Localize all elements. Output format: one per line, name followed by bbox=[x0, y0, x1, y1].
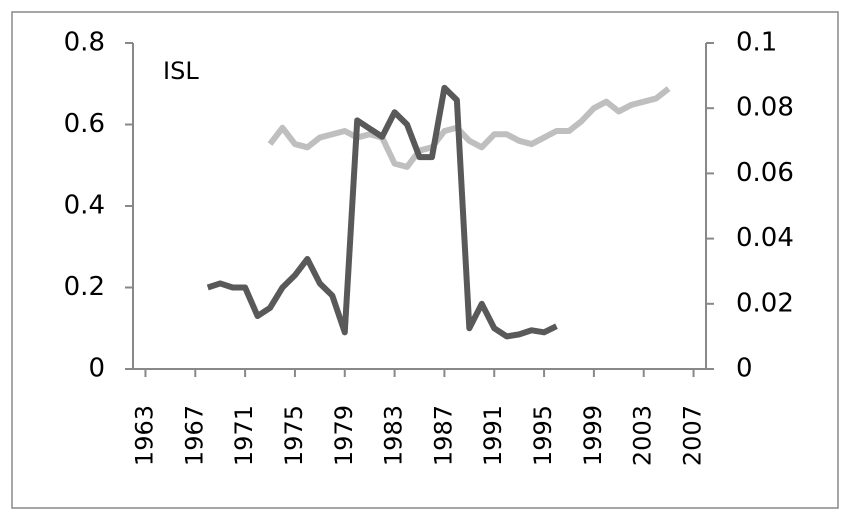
series-line bbox=[267, 86, 671, 170]
chart-border bbox=[11, 11, 839, 509]
x-tick-label: 1971 bbox=[230, 405, 258, 466]
y2-tick-label: 0 bbox=[736, 354, 753, 384]
x-tick-label: 2007 bbox=[679, 405, 707, 466]
series-line bbox=[206, 84, 558, 340]
x-tick-label: 1983 bbox=[380, 405, 408, 466]
x-tick-label: 1975 bbox=[280, 405, 308, 466]
x-tick-label: 1999 bbox=[579, 405, 607, 466]
x-tick-label: 1987 bbox=[429, 405, 457, 466]
y-tick-label: 0.2 bbox=[64, 272, 105, 302]
x-tick-label: 1995 bbox=[529, 405, 557, 466]
chart-title: ISL bbox=[163, 57, 199, 85]
x-tick-label: 1963 bbox=[130, 405, 158, 466]
x-tick-label: 1967 bbox=[180, 405, 208, 466]
x-tick-label: 1991 bbox=[479, 405, 507, 466]
y-tick-label: 0.8 bbox=[64, 28, 105, 58]
x-tick-label: 2003 bbox=[629, 405, 657, 466]
y-tick-label: 0.4 bbox=[64, 191, 105, 221]
y-tick-label: 0.6 bbox=[64, 109, 105, 139]
y2-tick-label: 0.08 bbox=[736, 93, 794, 123]
y-tick-label: 0 bbox=[88, 354, 105, 384]
y2-tick-label: 0.04 bbox=[736, 223, 794, 253]
y2-tick-label: 0.06 bbox=[736, 158, 794, 188]
x-tick-label: 1979 bbox=[330, 405, 358, 466]
y2-tick-label: 0.1 bbox=[736, 28, 777, 58]
y2-tick-label: 0.02 bbox=[736, 288, 794, 318]
